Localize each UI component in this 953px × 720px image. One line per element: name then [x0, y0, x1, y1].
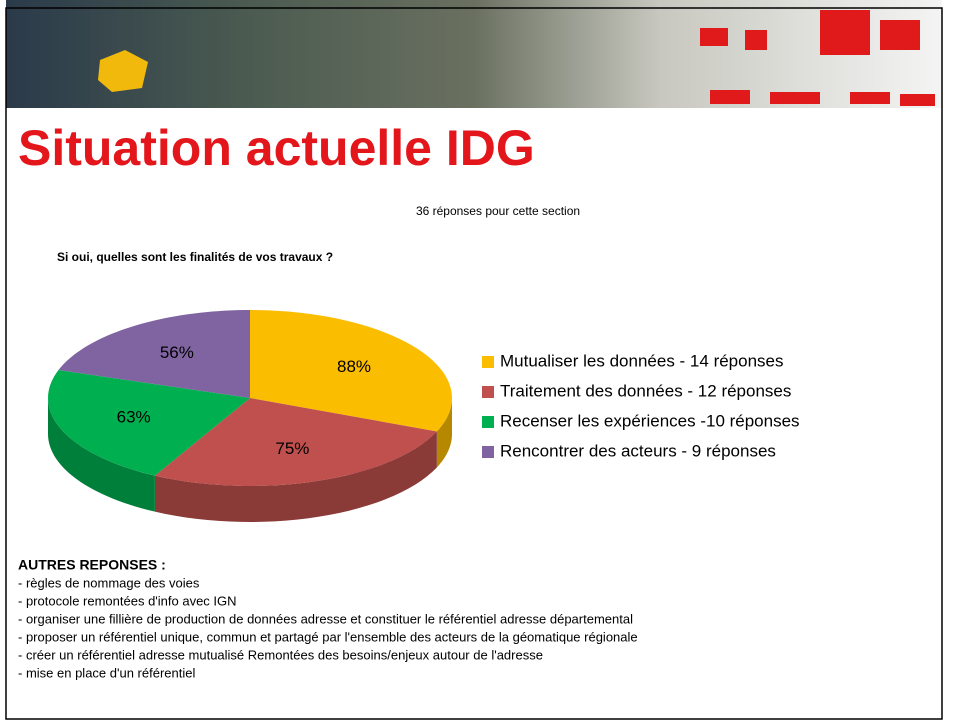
other-answer: - créer un référentiel adresse mutualisé…	[18, 647, 543, 662]
data-label: 88%	[337, 357, 371, 376]
data-label: 75%	[275, 439, 309, 458]
legend-swatch	[482, 446, 494, 458]
other-answer: - protocole remontées d'info avec IGN	[18, 593, 237, 608]
data-label: 56%	[160, 343, 194, 362]
chart-subtitle: 36 réponses pour cette section	[416, 204, 580, 218]
legend-swatch	[482, 386, 494, 398]
legend-label: Recenser les expériences -10 réponses	[500, 411, 800, 430]
legend-swatch	[482, 356, 494, 368]
legend-swatch	[482, 416, 494, 428]
other-answer: - mise en place d'un référentiel	[18, 665, 195, 680]
legend-label: Traitement des données - 12 réponses	[500, 381, 791, 400]
other-answer: - organiser une fillière de production d…	[18, 611, 633, 626]
other-answer: - proposer un référentiel unique, commun…	[18, 629, 638, 644]
page-title: Situation actuelle IDG	[18, 120, 535, 176]
data-label: 63%	[117, 408, 151, 427]
other-heading: AUTRES REPONSES :	[18, 557, 166, 573]
other-answer: - règles de nommage des voies	[18, 575, 200, 590]
header-image	[6, 0, 942, 108]
legend-label: Rencontrer des acteurs - 9 réponses	[500, 441, 776, 460]
slide: Situation actuelle IDG 36 réponses pour …	[0, 0, 953, 720]
chart-title: Si oui, quelles sont les finalités de vo…	[57, 250, 333, 264]
pie: 88% 75% 63% 56%	[48, 310, 452, 522]
legend-label: Mutualiser les données - 14 réponses	[500, 351, 784, 370]
